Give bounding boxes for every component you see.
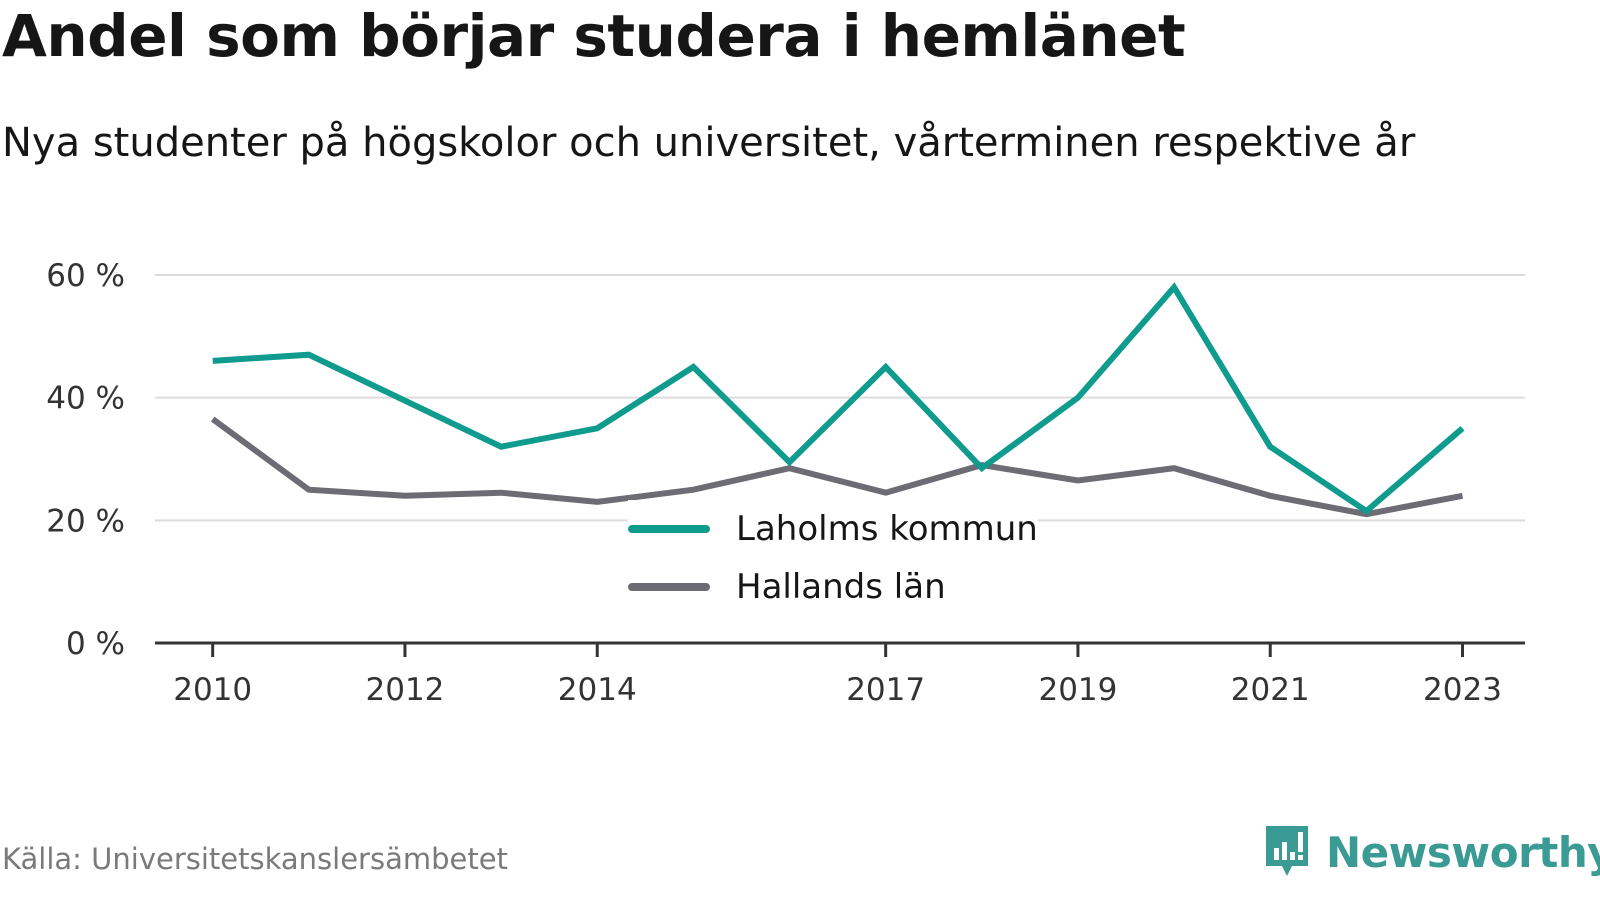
line-chart: 0 % 20 % 40 % 60 % 2010 2012 2014 2017 2019 2021 2… [46, 258, 1525, 708]
x-tick-label: 2021 [1231, 672, 1310, 708]
y-tick-label: 20 % [46, 503, 125, 539]
legend-swatch-hallands [628, 583, 710, 591]
legend-label-laholms: Laholms kommun [736, 509, 1038, 549]
x-tick-label: 2023 [1423, 672, 1502, 708]
x-tick-label: 2014 [558, 672, 637, 708]
tick-labels: 0 % 20 % 40 % 60 % 2010 2012 2014 2017 2019 2021 2… [46, 258, 1502, 708]
series-line-1 [210, 416, 1464, 518]
chart-subtitle: Nya studenter på högskolor och universit… [2, 120, 1416, 166]
x-tick-label: 2012 [366, 672, 445, 708]
y-tick-label: 60 % [46, 258, 125, 294]
newsworthy-chart-bubble-icon [1266, 826, 1308, 876]
y-tick-label: 40 % [46, 381, 125, 417]
x-tick-label: 2010 [173, 672, 252, 708]
brand[interactable]: Newsworthy [1262, 822, 1600, 882]
brand-name: Newsworthy [1326, 827, 1600, 877]
chart-title: Andel som börjar studera i hemlänet [2, 2, 1186, 70]
legend-item-hallands: Hallands län [628, 558, 1038, 616]
source-note: Källa: Universitetskanslersämbetet [2, 842, 508, 876]
legend: Laholms kommun Hallands län [628, 500, 1038, 616]
y-tick-label: 0 % [66, 626, 125, 662]
x-axis [155, 641, 1525, 657]
legend-item-laholms: Laholms kommun [628, 500, 1038, 558]
x-tick-label: 2017 [846, 672, 925, 708]
x-tick-label: 2019 [1038, 672, 1117, 708]
legend-label-hallands: Hallands län [736, 567, 946, 607]
series-line-0 [212, 282, 1465, 515]
series-lines [210, 282, 1465, 518]
legend-swatch-laholms [628, 525, 710, 533]
